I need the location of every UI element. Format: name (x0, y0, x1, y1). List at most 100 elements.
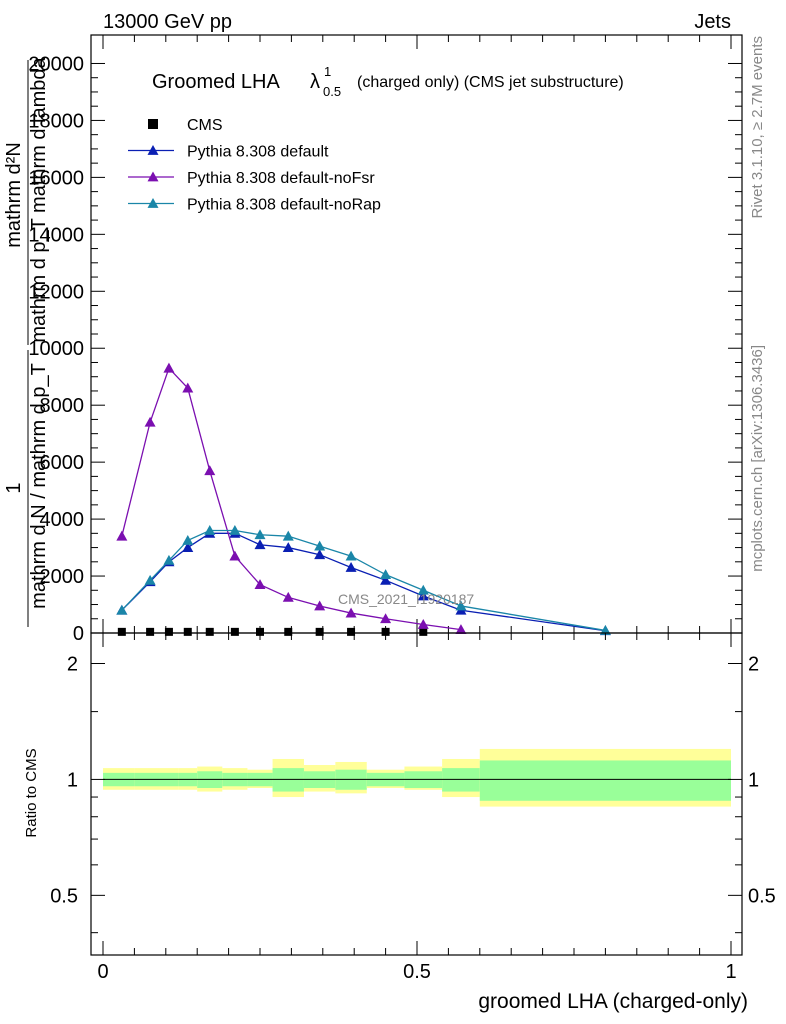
series-point (455, 624, 467, 634)
series-point (229, 550, 241, 561)
legend-marker-triangle (147, 171, 159, 182)
series-point (182, 542, 194, 552)
series-point (182, 382, 194, 393)
ratio-axis-ticks: 0.5 0.5 1 1 2 2 0 0.5 1 (50, 633, 776, 983)
ratio-plot: 0.5 0.5 1 1 2 2 0 0.5 1 Ratio to CMS groomed LHA… (23, 632, 776, 1013)
series-point (116, 530, 128, 541)
legend-label: Pythia 8.308 default-noFsr (187, 170, 375, 187)
analysis-watermark: CMS_2021_I1920187 (338, 591, 474, 607)
main-ytick-label: 4000 (40, 509, 85, 531)
series-point (417, 584, 429, 595)
series-point (163, 554, 175, 565)
ylabel-frac-den: mathrm d N / mathrm d p_T (28, 363, 50, 609)
ratio-ylabel: Ratio to CMS (23, 748, 40, 837)
cms-point (284, 627, 293, 636)
ratio-bands (103, 748, 731, 807)
cms-point (146, 627, 155, 636)
series-pythia-8-308-default-nofsr (116, 362, 467, 634)
ratio-ytick-label-right: 1 (748, 769, 759, 791)
series-point (254, 539, 266, 550)
cms-point (256, 627, 264, 636)
series-point (254, 529, 266, 540)
series-pythia-8-308-default-norap (116, 524, 611, 635)
legend: CMS Pythia 8.308 default Pythia 8.308 defa… (128, 117, 381, 214)
series-point (345, 550, 357, 561)
series-point (417, 590, 429, 601)
cms-point (315, 627, 324, 636)
cms-point (347, 627, 356, 636)
series-point (144, 416, 156, 427)
series-point (455, 600, 467, 611)
series-point (144, 574, 156, 585)
plot-title: Groomed LHA (152, 71, 280, 93)
legend-label: CMS (187, 117, 223, 134)
main-ytick-label: 12000 (28, 281, 84, 303)
legend-marker-square (148, 119, 158, 129)
series-point (314, 549, 326, 560)
series-point (599, 624, 611, 635)
cms-point (381, 627, 390, 636)
main-axis-ticks: 0 2000 4000 6000 8000 10000 12000 14000 16000 180… (28, 35, 742, 645)
series-point (314, 600, 326, 611)
plot-title-lambda: λ (310, 71, 320, 93)
series-point (282, 542, 294, 552)
main-ytick-label: 16000 (28, 167, 84, 189)
legend-item: Pythia 8.308 default-noRap (128, 197, 381, 214)
cms-point (419, 627, 428, 636)
ratio-ytick-label-left: 2 (67, 653, 78, 675)
ratio-stat-band (479, 760, 731, 801)
main-ytick-label: 6000 (40, 452, 85, 474)
main-ytick-label: 2000 (40, 566, 85, 588)
main-series (116, 362, 611, 636)
series-point (380, 569, 392, 580)
series-point (380, 574, 392, 585)
plot-title-sub: 0.5 (323, 84, 341, 99)
ylabel-frac-num: 1 (3, 482, 25, 493)
main-ytick-label: 0 (73, 623, 84, 645)
legend-marker-triangle (147, 145, 159, 155)
legend-item: Pythia 8.308 default-noFsr (128, 170, 375, 187)
cms-point (205, 627, 214, 636)
rivet-label: Rivet 3.1.10, ≥ 2.7M events (749, 36, 766, 219)
mcplots-label: mcplots.cern.ch [arXiv:1306.3436] (749, 345, 766, 572)
series-point (204, 465, 216, 476)
header-right: Jets (694, 11, 731, 33)
ratio-ytick-label-right: 2 (748, 653, 759, 675)
header-left: 13000 GeV pp (103, 11, 232, 33)
cms-point (230, 627, 239, 636)
main-ytick-label: 18000 (28, 110, 84, 132)
legend-label: Pythia 8.308 default (187, 144, 329, 161)
series-line (121, 529, 606, 632)
legend-marker-triangle (147, 198, 159, 208)
x-axis-label: groomed LHA (charged-only) (478, 990, 748, 1013)
ratio-xtick-label: 0 (97, 961, 108, 983)
series-cms (117, 627, 428, 636)
series-point (417, 618, 429, 629)
series-point (345, 562, 357, 572)
ratio-ytick-label-left: 0.5 (50, 885, 78, 907)
series-point (282, 591, 294, 602)
cms-point (117, 627, 126, 636)
series-point (163, 362, 175, 373)
ratio-xtick-label: 1 (725, 961, 736, 983)
main-ytick-label: 10000 (28, 338, 84, 360)
series-point (254, 579, 266, 589)
main-plot: 0 2000 4000 6000 8000 10000 12000 14000 16000 180… (3, 34, 743, 645)
ratio-ytick-label-left: 1 (67, 769, 78, 791)
series-point (345, 607, 357, 618)
series-point (116, 604, 128, 615)
series-point (204, 524, 216, 535)
series-point (282, 530, 294, 541)
plot-title-rest: (charged only) (CMS jet substructure) (357, 74, 624, 91)
ratio-ytick-label-right: 0.5 (748, 885, 776, 907)
plot-title-main: Groomed LHA (152, 71, 280, 93)
legend-label: Pythia 8.308 default-noRap (187, 197, 381, 214)
ylabel-mid: mathrm d p_T mathrm d lambda (28, 56, 50, 342)
main-ytick-label: 8000 (40, 395, 85, 417)
legend-item: Pythia 8.308 default (128, 144, 329, 161)
legend-item: CMS (148, 117, 223, 134)
series-point (314, 540, 326, 551)
series-point (229, 524, 241, 535)
series-point (182, 534, 194, 545)
